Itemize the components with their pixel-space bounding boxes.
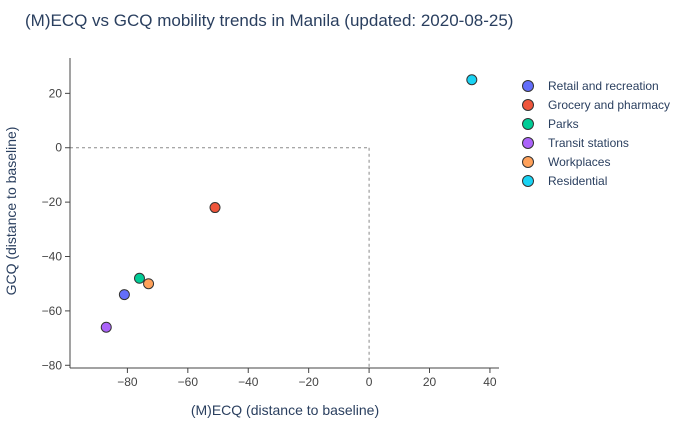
tick-labels: −80 −60 −40 −20 0 20 40 20 0 −20 −40 −60 −80 xyxy=(42,86,497,389)
legend-marker xyxy=(522,156,534,168)
y-axis-title: GCQ (distance to baseline) xyxy=(3,127,19,296)
x-tick-label: −60 xyxy=(178,375,199,389)
data-point xyxy=(100,321,112,333)
data-point xyxy=(118,289,130,301)
data-point xyxy=(466,74,478,86)
y-tick-label: −40 xyxy=(42,250,63,264)
y-tick-label: 0 xyxy=(55,141,62,155)
y-tick-label: 20 xyxy=(49,86,63,100)
chart-title: (M)ECQ vs GCQ mobility trends in Manila … xyxy=(25,11,513,30)
legend-label: Grocery and pharmacy xyxy=(548,98,670,112)
x-axis-title: (M)ECQ (distance to baseline) xyxy=(191,402,379,418)
legend-marker xyxy=(522,118,534,130)
x-tick-label: 20 xyxy=(423,375,437,389)
axes xyxy=(69,58,499,369)
x-tick-label: −80 xyxy=(117,375,138,389)
data-point xyxy=(209,202,221,214)
data-point xyxy=(143,278,155,290)
legend-label: Workplaces xyxy=(548,155,610,169)
y-tick-label: −20 xyxy=(42,195,63,209)
reference-lines xyxy=(70,147,370,368)
legend-marker xyxy=(522,137,534,149)
legend-marker xyxy=(522,99,534,111)
data-points xyxy=(100,74,478,333)
legend-marker xyxy=(522,175,534,187)
legend-marker xyxy=(522,80,534,92)
x-tick-label: −40 xyxy=(238,375,259,389)
legend-label: Residential xyxy=(548,174,607,188)
data-point xyxy=(133,272,145,284)
x-tick-label: 40 xyxy=(483,375,497,389)
x-tick-label: 0 xyxy=(366,375,373,389)
legend: Retail and recreation Grocery and pharmac… xyxy=(522,79,670,188)
legend-label: Retail and recreation xyxy=(548,79,659,93)
legend-label: Transit stations xyxy=(548,136,629,150)
x-tick-label: −20 xyxy=(298,375,319,389)
y-tick-label: −60 xyxy=(42,304,63,318)
legend-label: Parks xyxy=(548,117,579,131)
y-tick-label: −80 xyxy=(42,358,63,372)
